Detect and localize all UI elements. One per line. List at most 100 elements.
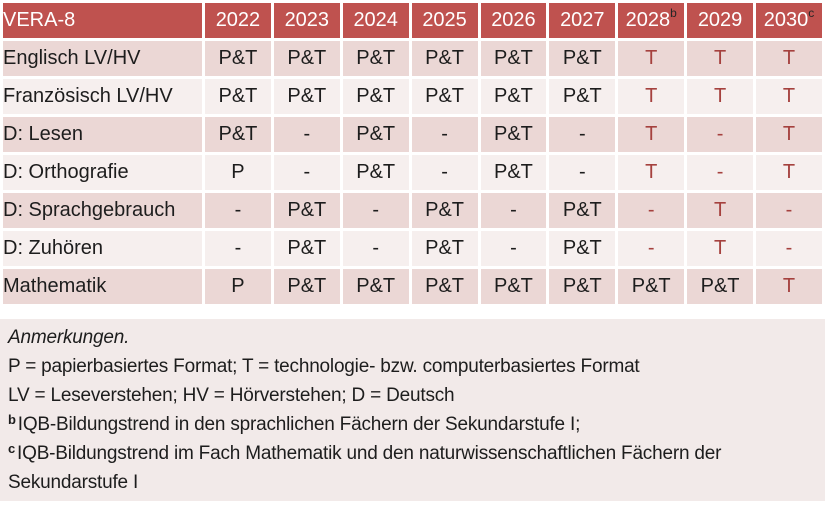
year-label: 2025: [422, 9, 467, 31]
format-cell: P&T: [273, 269, 340, 304]
year-footnote-marker: b: [670, 6, 677, 20]
format-cell: P&T: [549, 79, 616, 114]
format-cell: P&T: [411, 193, 478, 228]
format-cell: P&T: [205, 41, 271, 76]
year-header: 2022: [205, 3, 271, 38]
year-header: 2024: [342, 3, 409, 38]
row-label: D: Orthografie: [3, 155, 202, 190]
table-row: Französisch LV/HV P&T P&T P&T P&T P&T P&T T T T: [3, 79, 822, 114]
year-footnote-marker: c: [808, 6, 815, 20]
note-b-text: IQB-Bildungstrend in den sprachlichen Fä…: [17, 414, 581, 435]
row-label: Französisch LV/HV: [3, 79, 202, 114]
format-cell: T: [756, 41, 822, 76]
format-cell: P&T: [273, 231, 340, 266]
year-header: 2027: [549, 3, 616, 38]
note-formats: P = papierbasiertes Format; T = technolo…: [8, 356, 640, 377]
table-row: D: Orthografie P - P&T - P&T - T - T: [3, 155, 822, 190]
format-cell: T: [756, 117, 822, 152]
format-cell: P&T: [411, 269, 478, 304]
year-label: 2026: [491, 9, 536, 31]
note-abbreviations: LV = Leseverstehen; HV = Hörverstehen; D…: [8, 385, 455, 406]
year-label: 2028: [625, 9, 671, 31]
year-label: 2030: [763, 9, 809, 31]
format-cell: -: [549, 117, 616, 152]
year-header: 2023: [273, 3, 340, 38]
note-c-marker: c: [8, 441, 16, 456]
year-label: 2029: [697, 9, 743, 31]
format-cell: -: [549, 155, 616, 190]
format-cell: -: [411, 117, 478, 152]
format-cell: -: [618, 231, 685, 266]
format-cell: P&T: [480, 79, 547, 114]
format-cell: -: [756, 231, 822, 266]
row-label: Mathematik: [3, 269, 202, 304]
format-cell: -: [342, 231, 409, 266]
format-cell: P&T: [205, 117, 271, 152]
format-cell: T: [618, 155, 685, 190]
vera8-table: VERA-8 2022 2023 2024 2025 2026 2027 202…: [3, 3, 822, 304]
format-cell: T: [618, 41, 685, 76]
note-c: c IQB-Bildungstrend im Fach Mathematik un…: [8, 439, 817, 497]
format-cell: P&T: [480, 117, 547, 152]
row-label: Englisch LV/HV: [3, 41, 202, 76]
format-cell: T: [687, 79, 753, 114]
format-cell: T: [756, 269, 822, 304]
table-row: D: Zuhören - P&T - P&T - P&T - T -: [3, 231, 822, 266]
year-header: 2028b: [618, 3, 685, 38]
format-cell: T: [687, 231, 753, 266]
format-cell: T: [618, 117, 685, 152]
format-cell: P&T: [480, 155, 547, 190]
format-cell: P&T: [549, 193, 616, 228]
format-cell: P&T: [205, 79, 271, 114]
note-b-marker: b: [8, 412, 16, 427]
format-cell: P&T: [411, 79, 478, 114]
format-cell: -: [411, 155, 478, 190]
format-cell: P: [205, 269, 271, 304]
format-cell: P&T: [549, 269, 616, 304]
format-cell: -: [618, 193, 685, 228]
format-cell: -: [273, 117, 340, 152]
row-label: D: Lesen: [3, 117, 202, 152]
format-cell: T: [756, 155, 822, 190]
format-cell: P&T: [687, 269, 753, 304]
format-cell: P&T: [342, 269, 409, 304]
format-cell: -: [205, 231, 271, 266]
format-cell: T: [687, 193, 753, 228]
format-cell: P&T: [549, 41, 616, 76]
notes-heading: Anmerkungen.: [8, 327, 130, 348]
format-cell: P&T: [342, 155, 409, 190]
table-row: D: Sprachgebrauch - P&T - P&T - P&T - T -: [3, 193, 822, 228]
format-cell: P: [205, 155, 271, 190]
format-cell: P&T: [273, 193, 340, 228]
year-header: 2029: [687, 3, 753, 38]
format-cell: P&T: [549, 231, 616, 266]
year-header: 2026: [480, 3, 547, 38]
format-cell: P&T: [342, 117, 409, 152]
year-label: 2022: [215, 9, 261, 31]
format-cell: P&T: [342, 79, 409, 114]
table-row: Englisch LV/HV P&T P&T P&T P&T P&T P&T T T T: [3, 41, 822, 76]
format-cell: P&T: [480, 41, 547, 76]
note-b: b IQB-Bildungstrend in den sprachlichen F…: [8, 410, 817, 439]
row-label: D: Zuhören: [3, 231, 202, 266]
header-row: VERA-8 2022 2023 2024 2025 2026 2027 202…: [3, 3, 822, 38]
format-cell: P&T: [480, 269, 547, 304]
notes-section: Anmerkungen. P = papierbasiertes Format;…: [0, 319, 825, 501]
row-label: D: Sprachgebrauch: [3, 193, 202, 228]
table-row: Mathematik P P&T P&T P&T P&T P&T P&T P&T T: [3, 269, 822, 304]
format-cell: -: [756, 193, 822, 228]
year-label: 2023: [284, 9, 330, 31]
table-title: VERA-8: [3, 3, 202, 38]
table-body: Englisch LV/HV P&T P&T P&T P&T P&T P&T T T T Fra…: [3, 41, 822, 304]
format-cell: P&T: [411, 231, 478, 266]
format-cell: P&T: [618, 269, 685, 304]
format-cell: -: [480, 231, 547, 266]
format-cell: -: [687, 117, 753, 152]
year-label: 2024: [353, 9, 398, 31]
format-cell: -: [205, 193, 271, 228]
format-cell: -: [273, 155, 340, 190]
format-cell: P&T: [273, 41, 340, 76]
format-cell: -: [480, 193, 547, 228]
format-cell: -: [342, 193, 409, 228]
